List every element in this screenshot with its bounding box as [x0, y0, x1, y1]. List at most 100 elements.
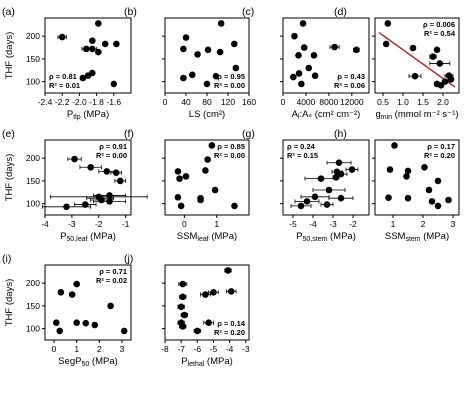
- data-point: [53, 319, 60, 327]
- data-point: [425, 186, 433, 194]
- data-point: [317, 175, 325, 182]
- x-tick-label: -6: [194, 344, 202, 354]
- data-point: [56, 327, 64, 335]
- data-point: [110, 80, 118, 88]
- x-axis-label: Ptlp (MPa): [67, 109, 109, 121]
- data-point: [181, 311, 188, 319]
- x-axis-label: gmin (mmol m⁻² s⁻¹): [375, 109, 458, 121]
- x-tick-label: 4000: [296, 97, 315, 107]
- x-tick-label: -2.0: [72, 97, 87, 107]
- data-point: [311, 193, 319, 201]
- x-tick-label: 120: [221, 97, 235, 107]
- data-point: [311, 72, 319, 80]
- data-point: [204, 46, 212, 54]
- panel-tag: (i): [2, 253, 11, 265]
- x-tick-label: -5: [289, 219, 297, 229]
- x-tick-label: -7: [177, 344, 185, 354]
- data-point: [303, 198, 311, 205]
- x-tick-label: -4: [309, 219, 317, 229]
- x-axis-label-main: SSM: [385, 231, 406, 242]
- y-axis-label: THF (days): [4, 279, 15, 327]
- panel-a: (a) -2.4 -2.2 -2.0 -1.8 -1.6 100 150 200 THF (day…: [2, 6, 132, 121]
- data-point: [87, 163, 94, 171]
- data-point: [210, 288, 217, 296]
- x-tick-label: 0: [52, 344, 57, 354]
- stat-rho: ρ = 0.81: [49, 72, 77, 81]
- x-tick-label: 2: [421, 219, 426, 229]
- y-tick-label: 200: [26, 31, 40, 41]
- x-axis-label: Plethal (MPa): [181, 356, 233, 368]
- data-point: [63, 203, 70, 211]
- x-axis-label-unit: (mmol m⁻² s⁻¹): [392, 109, 459, 120]
- data-point: [310, 51, 318, 59]
- x-tick-label: -8: [161, 344, 169, 354]
- data-point: [404, 194, 412, 202]
- data-point: [68, 291, 76, 298]
- stat-r2: R² = 0.20: [214, 328, 245, 337]
- panel-e: (e) -4 -3 -2 -1 100 150 200 THF (days) P50,leaf (…: [2, 128, 148, 243]
- x-axis-label-unit: (MPa): [89, 356, 118, 367]
- x-tick-label: -2: [349, 219, 357, 229]
- x-axis-label: SegP50 (MPa): [58, 356, 118, 368]
- data-point: [103, 168, 111, 175]
- data-point: [194, 51, 201, 58]
- data-point: [91, 321, 99, 329]
- x-tick-label: -4: [41, 219, 49, 229]
- data-point: [112, 169, 120, 177]
- plot-frame: [164, 264, 250, 341]
- data-point: [189, 71, 196, 79]
- data-point: [298, 80, 305, 88]
- data-point: [384, 20, 392, 27]
- x-axis-label-sub: 50: [81, 361, 89, 368]
- x-axis-label-sub: stem: [405, 236, 420, 243]
- stat-rho: ρ = 0.85: [217, 142, 245, 151]
- data-point: [107, 302, 114, 310]
- data-point: [429, 53, 437, 60]
- data-point: [385, 194, 392, 202]
- x-axis-label: Al:Aₛ (cm² cm⁻²): [292, 109, 361, 121]
- data-point: [101, 40, 109, 48]
- stat-r2: R² = 0.15: [287, 151, 318, 160]
- stat-rho: ρ = 0.24: [287, 142, 316, 151]
- x-axis-label-main: P: [67, 109, 73, 120]
- data-point: [447, 76, 455, 83]
- plot-frame: [44, 17, 132, 94]
- x-axis-label-sub: 50,leaf: [66, 236, 87, 243]
- data-point: [197, 196, 204, 204]
- panel-tag: (h): [334, 128, 347, 140]
- data-point: [57, 288, 65, 296]
- data-point: [337, 194, 345, 202]
- stat-rho: ρ = 0.95: [217, 72, 245, 81]
- panel-tag: (b): [124, 6, 137, 18]
- data-point: [58, 33, 66, 41]
- data-point: [437, 81, 445, 89]
- x-axis-label-sub: min: [381, 114, 392, 121]
- x-tick-label: -3: [329, 219, 337, 229]
- x-tick-label: 12000: [340, 97, 364, 107]
- x-axis-label: P50,leaf (MPa): [60, 231, 116, 243]
- stat-r2: R² = 0.00: [214, 151, 245, 160]
- data-point: [217, 20, 225, 27]
- data-point: [95, 48, 102, 56]
- x-axis-label-unit: (MPa): [209, 231, 238, 242]
- data-point: [194, 327, 201, 335]
- data-point: [299, 20, 307, 27]
- data-point: [182, 173, 190, 180]
- x-tick-label: 1.5: [417, 97, 429, 107]
- stat-r2: R² = 0.01: [49, 81, 80, 90]
- data-point: [295, 51, 302, 59]
- data-point: [79, 74, 87, 82]
- stat-r2: R² = 0.54: [424, 29, 456, 38]
- data-point: [208, 142, 216, 149]
- plot-frame: [374, 139, 460, 216]
- x-tick-label: 3: [451, 219, 456, 229]
- y-tick-label: 200: [26, 153, 40, 163]
- data-point: [445, 196, 452, 204]
- panel-d: (d) 0.5 1.0 1.5 2.0 gmin (mmol m⁻² s⁻¹) ρ = 0.…: [334, 6, 460, 121]
- x-tick-label: -1.8: [89, 97, 104, 107]
- data-point: [436, 60, 444, 67]
- plot-frame: [282, 17, 370, 94]
- x-tick-label: -1: [122, 219, 130, 229]
